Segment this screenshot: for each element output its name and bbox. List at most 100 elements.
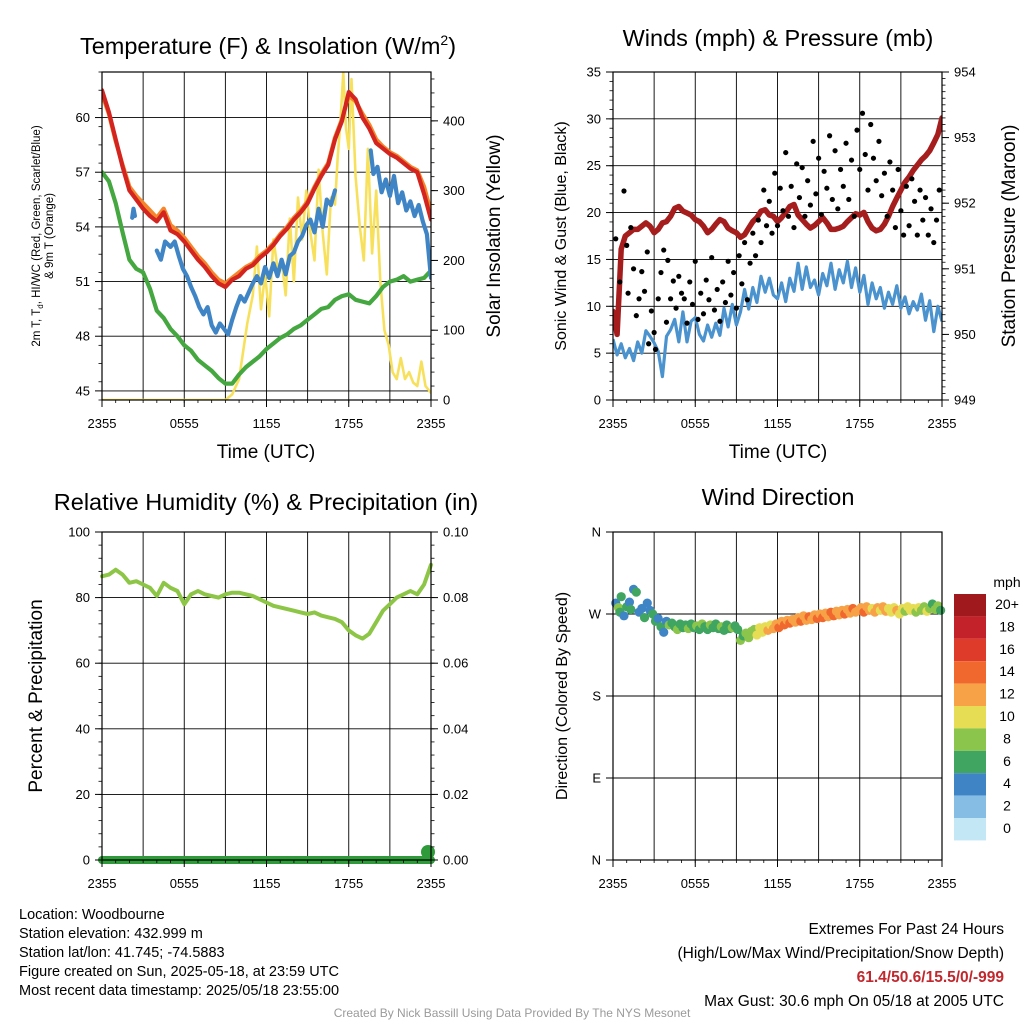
wind-gust-point	[903, 183, 909, 189]
wind-direction-point	[626, 604, 636, 615]
extremes-title: Extremes For Past 24 Hours	[808, 921, 1004, 938]
wind-gust-point	[868, 121, 874, 128]
wind-direction-x-tick-label: 1155	[764, 876, 792, 891]
most-recent-data: Most recent data timestamp: 2025/05/18 2…	[19, 983, 340, 999]
temperature-title-close: )	[448, 33, 456, 59]
winds-left-tick-label: 15	[587, 252, 601, 267]
wind-gust-point	[887, 159, 893, 165]
wind-gust-point	[692, 258, 698, 264]
humidity-right-tick-label: 0.04	[443, 721, 468, 736]
winds-left-tick-label: 20	[587, 205, 601, 220]
wind-gust-point	[873, 178, 879, 184]
wind-gust-point	[876, 138, 882, 144]
wind-direction-x-tick-label: 0555	[681, 876, 710, 891]
humidity-x-tick-label: 1755	[334, 876, 363, 891]
extremes-info: Extremes For Past 24 Hours (High/Low/Max…	[678, 918, 1005, 1014]
colorbar-unit-label: mph	[993, 574, 1020, 590]
humidity-panel-title: Relative Humidity (%) & Precipitation (i…	[54, 489, 478, 515]
wind-gust-point	[909, 176, 915, 182]
temperature-ticks: 2355 0555 1155 1755 2355 45 48 51 54 57 60 0 100 200 3…	[76, 71, 465, 431]
wind-gust-point	[728, 292, 734, 298]
wind-direction-point	[653, 613, 663, 624]
wind-gust-point	[639, 269, 645, 275]
wind-gust-point	[933, 217, 940, 223]
wind-gust-point	[890, 187, 896, 193]
colorbar-swatch	[954, 661, 986, 684]
wind-gust-point	[747, 260, 753, 266]
wind-gust-point	[917, 187, 923, 193]
humidity-right-tick-label: 0.06	[443, 656, 468, 671]
wind-gust-point	[673, 305, 679, 311]
humidity-left-tick-label: 40	[76, 721, 90, 736]
humidity-right-tick-label: 0.00	[443, 853, 468, 868]
wind-direction-left-tick-label: N	[592, 853, 601, 868]
temperature-ylabel-subscript: d	[36, 304, 45, 308]
wind-direction-left-tick-label: E	[592, 771, 601, 786]
wind-gust-point	[911, 198, 918, 204]
wind-gust-point	[859, 110, 866, 116]
humidity-right-tick-label: 0.10	[443, 525, 468, 540]
humidity-x-tick-label: 1155	[253, 876, 281, 891]
figure-created: Figure created on Sun, 2025-05-18, at 23…	[19, 964, 339, 980]
temperature-series	[102, 72, 431, 400]
wind-direction-left-tick-label: N	[592, 525, 601, 540]
humidity-left-tick-label: 60	[76, 656, 90, 671]
winds-x-tick-label: 1755	[845, 416, 874, 431]
wind-gust-point	[624, 242, 630, 248]
winds-left-tick-label: 5	[594, 346, 601, 361]
wind-direction-point	[639, 613, 650, 623]
wind-gust-point	[922, 194, 929, 201]
winds-left-tick-label: 25	[587, 158, 601, 173]
wind-gust-point	[648, 308, 654, 314]
humidity-series-relative-humidity	[100, 562, 433, 641]
wind-gust-point	[661, 247, 667, 253]
wind-gust-point	[766, 198, 772, 204]
colorbar-swatch	[954, 594, 986, 617]
wind-gust-point	[796, 194, 803, 201]
wind-gust-point	[617, 279, 623, 285]
wind-direction-point	[642, 598, 652, 608]
temperature-y-axis-label: 2m T, Td, HI/WC (Red, Green, Scarlet/Blu…	[31, 125, 56, 346]
winds-y-axis-label: Sonic Wind & Gust (Blue, Black)	[553, 121, 570, 350]
wind-gust-point	[709, 254, 715, 261]
wind-direction-point	[624, 597, 635, 607]
colorbar-label: 10	[999, 708, 1015, 724]
winds-grid	[613, 71, 942, 401]
wind-gust-point	[810, 138, 816, 144]
colorbar-label: 18	[999, 618, 1015, 634]
temperature-x-tick-label: 2355	[88, 416, 117, 431]
wind-gust-point	[818, 211, 824, 218]
extremes-legend: (High/Low/Max Wind/Precipitation/Snow De…	[677, 945, 1005, 962]
temperature-series-solar-insolation	[102, 72, 431, 400]
winds-series-station-pressure	[613, 115, 942, 338]
wind-speed-colorbar: mph 20+ 18 16 14 12 10 8 6 4 2 0	[954, 574, 1021, 841]
temperature-series-heat-index-wind-chill	[130, 148, 431, 337]
wind-direction-point	[616, 592, 626, 602]
wind-direction-x-tick-label: 2355	[928, 876, 957, 891]
colorbar-swatch	[954, 616, 986, 639]
colorbar-label: 8	[1003, 730, 1011, 746]
humidity-x-tick-label: 2355	[88, 876, 117, 891]
humidity-panel: Relative Humidity (%) & Precipitation (i…	[26, 489, 478, 891]
wind-gust-point	[663, 319, 670, 325]
winds-right-tick-label: 949	[954, 393, 976, 408]
wind-gust-point	[901, 232, 907, 238]
wind-gust-point	[813, 191, 819, 197]
wind-gust-point	[628, 224, 634, 231]
svg-text:Temperature (F) & Insolation (: Temperature (F) & Insolation (W/m2)	[80, 32, 456, 59]
wind-direction-point	[659, 627, 669, 637]
temperature-ylabel-part1: 2m T, T	[31, 309, 43, 347]
wind-gust-point	[706, 297, 712, 303]
temperature-left-tick-label: 45	[76, 383, 90, 398]
wind-gust-point	[695, 316, 701, 323]
colorbar-swatch	[954, 795, 986, 818]
station-elevation: Station elevation: 432.999 m	[19, 926, 203, 942]
temperature-x-axis-label: Time (UTC)	[217, 442, 316, 463]
wind-gust-point	[742, 239, 748, 246]
wind-gust-point	[854, 127, 860, 133]
winds-x-tick-label: 1155	[764, 416, 792, 431]
wind-gust-point	[920, 217, 926, 223]
winds-series-sonic-wind	[613, 259, 942, 379]
wind-gust-point	[870, 155, 877, 161]
wind-gust-point	[835, 206, 841, 212]
